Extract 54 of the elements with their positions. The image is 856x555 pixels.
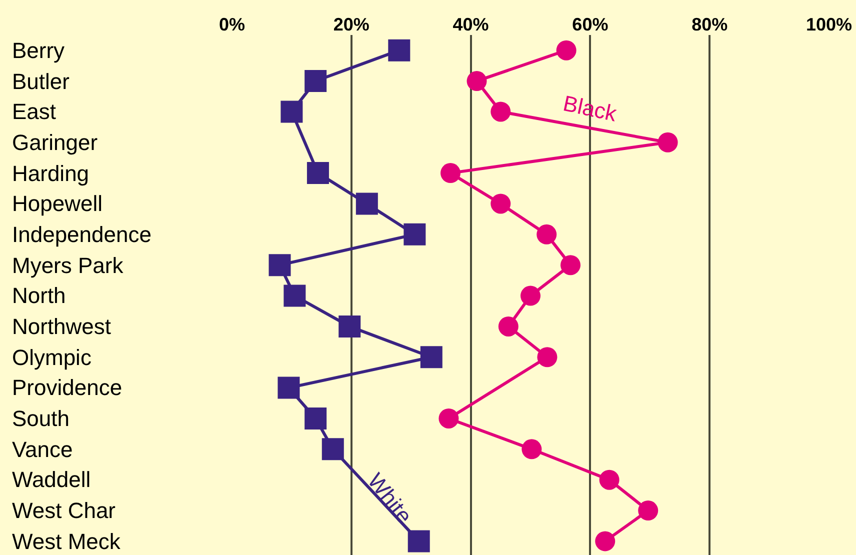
point: [536, 224, 557, 244]
point: [498, 316, 518, 336]
y-tick-label: West Meck: [12, 529, 122, 554]
point: [304, 407, 327, 430]
point: [420, 346, 442, 368]
point: [490, 102, 511, 122]
point: [278, 376, 300, 399]
y-tick-label: North: [12, 283, 66, 308]
y-tick-label: Independence: [12, 222, 152, 247]
y-tick-label: Berry: [12, 38, 65, 63]
point: [522, 439, 542, 460]
point: [356, 192, 378, 215]
x-tick-label: 20%: [333, 14, 370, 34]
point: [658, 132, 678, 152]
point: [304, 70, 327, 92]
y-tick-label: Northwest: [12, 314, 112, 339]
point: [268, 254, 291, 276]
point: [438, 408, 459, 428]
y-tick-label: East: [12, 99, 56, 124]
point: [408, 530, 430, 552]
point: [322, 438, 344, 460]
y-tick-label: Vance: [12, 437, 73, 462]
y-tick-label: Waddell: [12, 467, 91, 492]
y-tick-label: Hopewell: [12, 191, 102, 216]
x-tick-label: 100%: [806, 14, 852, 34]
y-tick-label: Garinger: [12, 130, 98, 155]
point: [599, 470, 620, 490]
point: [284, 284, 306, 307]
y-tick-label: West Char: [12, 498, 116, 523]
point: [490, 194, 511, 214]
point: [306, 162, 329, 184]
point: [556, 40, 576, 60]
y-tick-label: Butler: [12, 69, 70, 94]
point: [638, 500, 658, 521]
point: [537, 347, 558, 368]
point: [560, 255, 580, 276]
point: [404, 223, 426, 246]
point: [440, 163, 460, 184]
x-tick-label: 0%: [218, 14, 246, 34]
x-tick-label: 80%: [692, 14, 728, 34]
y-tick-label: Providence: [12, 375, 122, 400]
point: [466, 71, 487, 92]
y-tick-label: Olympic: [12, 345, 92, 370]
point: [338, 315, 361, 338]
y-tick-label: Harding: [12, 161, 90, 186]
text: Black: [561, 90, 620, 126]
y-tick-label: Myers Park: [12, 253, 124, 278]
point: [388, 39, 410, 62]
x-tick-label: 60%: [572, 14, 608, 34]
x-tick-label: 40%: [452, 14, 489, 34]
point: [280, 100, 303, 123]
point: [520, 286, 540, 306]
y-tick-label: South: [12, 406, 70, 431]
point: [595, 531, 616, 552]
